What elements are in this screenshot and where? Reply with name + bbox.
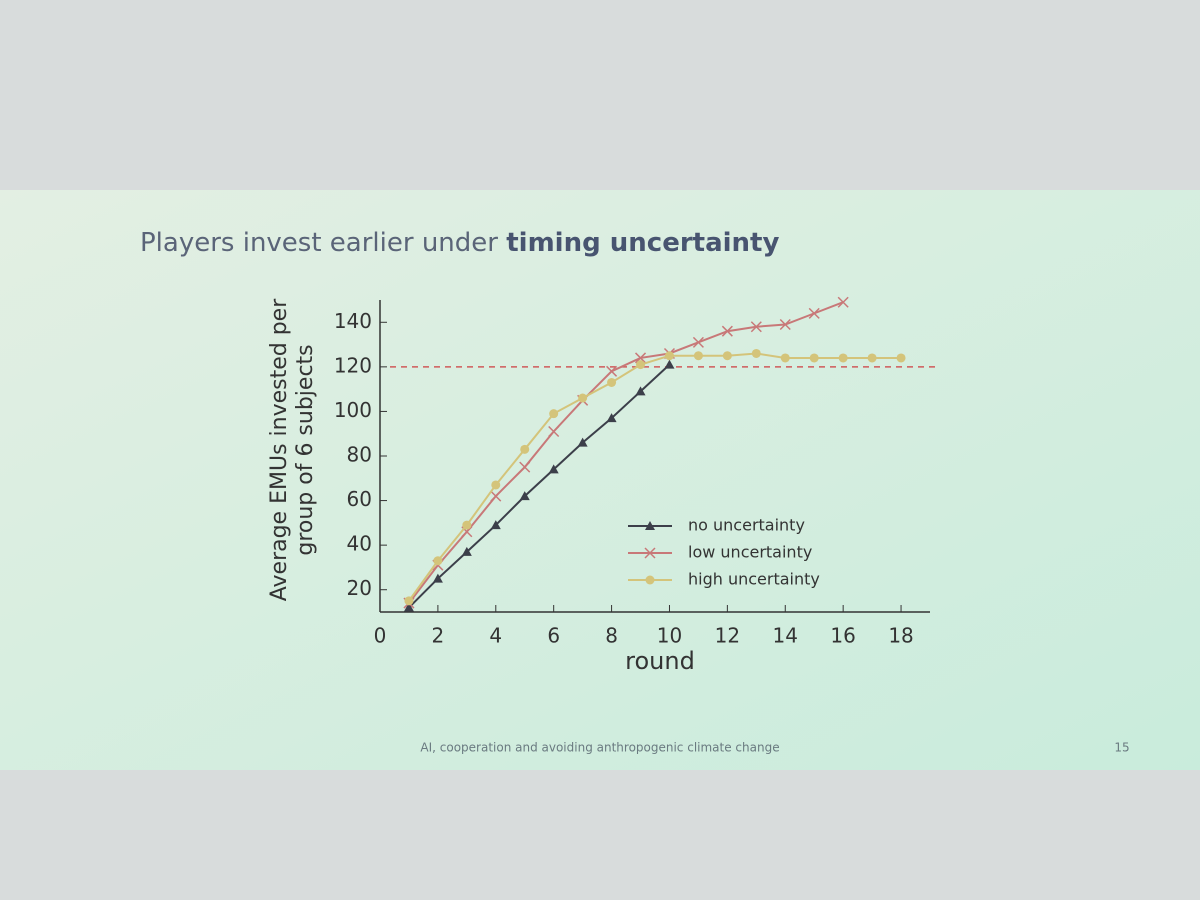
legend-marker	[645, 575, 655, 585]
point	[751, 348, 761, 358]
x-tick-label: 18	[888, 624, 913, 648]
point	[461, 546, 472, 556]
point	[722, 351, 732, 361]
x-tick-label: 2	[432, 624, 445, 648]
point	[462, 520, 472, 530]
y-label-line: Average EMUs invested per	[267, 298, 292, 601]
legend-marker	[645, 521, 655, 530]
point	[635, 386, 646, 396]
point	[519, 491, 530, 501]
title-text: Players invest earlier under	[140, 228, 498, 258]
x-tick-label: 12	[715, 624, 740, 648]
point	[607, 377, 617, 387]
y-tick-label: 120	[334, 353, 372, 377]
point	[433, 556, 443, 566]
x-tick-label: 8	[605, 624, 618, 648]
point	[548, 464, 559, 474]
point	[578, 393, 588, 403]
point	[837, 296, 849, 308]
x-tick-label: 0	[374, 624, 387, 648]
point	[838, 353, 848, 363]
y-tick-label: 100	[334, 398, 372, 422]
point	[896, 353, 906, 363]
point	[809, 353, 819, 363]
point	[490, 490, 502, 502]
slide-background	[0, 190, 1200, 770]
x-tick-label: 10	[657, 624, 682, 648]
page-number: 15	[1114, 741, 1129, 755]
series-line	[408, 363, 671, 609]
point	[490, 520, 501, 530]
point	[721, 325, 733, 337]
legend-label: high uncertainty	[688, 570, 820, 589]
point	[519, 461, 531, 473]
point	[432, 573, 443, 583]
point	[403, 602, 414, 612]
point	[577, 437, 588, 447]
footer: AI, cooperation and avoiding anthropogen…	[420, 741, 779, 755]
legend-label: no uncertainty	[688, 516, 805, 535]
y-tick-label: 20	[347, 576, 372, 600]
point	[606, 413, 617, 423]
point	[779, 318, 791, 331]
point	[867, 353, 877, 363]
point	[780, 353, 790, 363]
point	[664, 359, 675, 369]
title-emphasis: timing uncertainty	[506, 228, 779, 258]
point	[750, 321, 762, 333]
x-tick-label: 14	[773, 624, 798, 648]
point	[636, 360, 646, 370]
legend-marker	[644, 547, 656, 559]
point	[549, 409, 559, 419]
legend-label: low uncertainty	[688, 543, 812, 562]
point	[606, 365, 618, 377]
x-tick-label: 4	[489, 624, 502, 648]
point	[520, 444, 530, 454]
point	[808, 307, 820, 319]
y-label-line: group of 6 subjects	[293, 344, 318, 555]
x-tick-label: 6	[547, 624, 560, 648]
point	[491, 480, 501, 490]
point	[548, 425, 560, 438]
series-line	[408, 301, 844, 604]
point	[664, 351, 674, 361]
point	[693, 351, 703, 361]
chart-title: Players invest earlier under timing unce…	[140, 228, 779, 258]
y-axis-label: Average EMUs invested per group of 6 sub…	[267, 298, 318, 601]
series-line	[408, 352, 902, 602]
point	[634, 352, 647, 364]
x-axis-label: round	[625, 647, 695, 675]
y-tick-label: 80	[347, 443, 372, 467]
point	[692, 336, 704, 348]
y-tick-label: 140	[334, 309, 372, 333]
y-tick-label: 60	[347, 487, 372, 511]
point	[404, 596, 414, 606]
y-tick-label: 40	[347, 532, 372, 556]
x-tick-label: 16	[830, 624, 855, 648]
